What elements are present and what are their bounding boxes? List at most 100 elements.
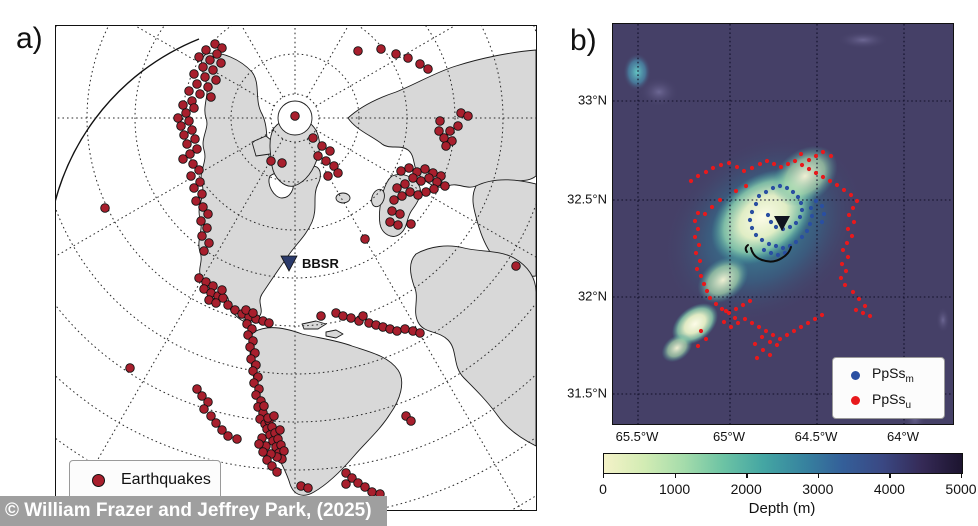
data-point bbox=[329, 161, 339, 171]
data-point bbox=[820, 174, 826, 180]
data-point bbox=[415, 328, 425, 338]
data-point bbox=[211, 418, 221, 428]
data-point bbox=[698, 273, 704, 279]
data-point bbox=[203, 209, 213, 219]
data-point bbox=[194, 52, 204, 62]
data-point bbox=[200, 72, 210, 82]
ppss-u-marker-icon bbox=[851, 396, 860, 406]
data-point bbox=[813, 153, 819, 159]
data-point bbox=[743, 183, 749, 189]
earthquake-legend-marker-icon bbox=[92, 473, 105, 487]
data-point bbox=[404, 163, 414, 173]
data-point bbox=[441, 141, 451, 151]
data-point bbox=[317, 141, 327, 151]
data-point bbox=[202, 223, 212, 233]
data-point bbox=[210, 39, 220, 49]
data-point bbox=[733, 188, 739, 194]
data-point bbox=[100, 203, 110, 213]
data-point bbox=[191, 196, 201, 206]
data-point bbox=[313, 151, 323, 161]
lat-tick-label: 32°N bbox=[577, 288, 607, 304]
data-point bbox=[421, 187, 431, 197]
data-point bbox=[710, 165, 716, 171]
data-point bbox=[204, 238, 214, 248]
data-point bbox=[695, 210, 701, 216]
data-point bbox=[249, 378, 259, 388]
data-point bbox=[834, 182, 840, 188]
data-point bbox=[819, 312, 825, 318]
data-point bbox=[753, 201, 759, 207]
earthquake-dots bbox=[100, 39, 521, 499]
data-point bbox=[808, 205, 814, 211]
colorbar-tickmark bbox=[674, 473, 676, 478]
data-point bbox=[232, 434, 242, 444]
data-point bbox=[258, 447, 268, 457]
data-point bbox=[203, 82, 213, 92]
data-point bbox=[797, 214, 803, 220]
data-point bbox=[440, 181, 450, 191]
ppss-m-dots bbox=[747, 183, 827, 258]
data-point bbox=[303, 483, 313, 493]
data-point bbox=[853, 307, 859, 313]
earthquakes-legend: Earthquakes bbox=[69, 460, 221, 500]
data-point bbox=[849, 233, 855, 239]
colorbar-tickmark bbox=[817, 473, 820, 478]
data-point bbox=[791, 328, 797, 334]
data-point bbox=[799, 207, 805, 213]
ppss-m-label: PpSsm bbox=[872, 365, 914, 385]
data-point bbox=[819, 203, 825, 209]
data-point bbox=[707, 295, 713, 301]
depth-colorbar bbox=[603, 453, 963, 474]
data-point bbox=[793, 220, 799, 226]
data-point bbox=[841, 187, 847, 193]
data-point bbox=[323, 171, 333, 181]
data-point bbox=[316, 311, 326, 321]
data-point bbox=[764, 158, 770, 164]
data-point bbox=[695, 343, 701, 349]
data-point bbox=[785, 161, 791, 167]
lat-tick-label: 31.5°N bbox=[567, 385, 607, 401]
data-point bbox=[333, 168, 343, 178]
data-point bbox=[763, 328, 769, 334]
data-point bbox=[844, 240, 850, 246]
data-point bbox=[701, 281, 707, 287]
data-point bbox=[181, 108, 191, 118]
data-point bbox=[790, 189, 796, 195]
lat-tick-label: 32.5°N bbox=[567, 191, 607, 207]
data-point bbox=[277, 158, 287, 168]
data-point bbox=[198, 62, 208, 72]
data-point bbox=[211, 75, 221, 85]
data-point bbox=[770, 332, 776, 338]
data-point bbox=[197, 231, 207, 241]
data-point bbox=[757, 161, 763, 167]
data-point bbox=[206, 411, 216, 421]
data-point bbox=[347, 473, 357, 483]
colorbar-tick-label: 5000 bbox=[945, 481, 977, 497]
data-point bbox=[387, 206, 397, 216]
colorbar-tickmark bbox=[603, 473, 605, 478]
data-point bbox=[248, 366, 258, 376]
panel-a-label: a) bbox=[16, 22, 43, 55]
data-point bbox=[754, 355, 760, 361]
colorbar-tickmark bbox=[961, 473, 963, 478]
data-point bbox=[199, 284, 209, 294]
data-point bbox=[765, 212, 771, 218]
data-point bbox=[423, 64, 433, 74]
data-point bbox=[756, 193, 762, 199]
data-point bbox=[279, 446, 289, 456]
data-point bbox=[704, 288, 710, 294]
data-point bbox=[819, 219, 825, 225]
data-point bbox=[740, 302, 746, 308]
data-point bbox=[848, 192, 854, 198]
data-point bbox=[792, 158, 798, 164]
data-point bbox=[693, 250, 699, 256]
data-point bbox=[179, 130, 189, 140]
data-point bbox=[843, 268, 849, 274]
data-point bbox=[403, 53, 413, 63]
data-point bbox=[211, 298, 221, 308]
station-triangle-icon bbox=[280, 255, 298, 272]
data-point bbox=[195, 89, 205, 99]
data-point bbox=[406, 219, 416, 229]
data-point bbox=[718, 162, 724, 168]
data-point bbox=[389, 195, 399, 205]
